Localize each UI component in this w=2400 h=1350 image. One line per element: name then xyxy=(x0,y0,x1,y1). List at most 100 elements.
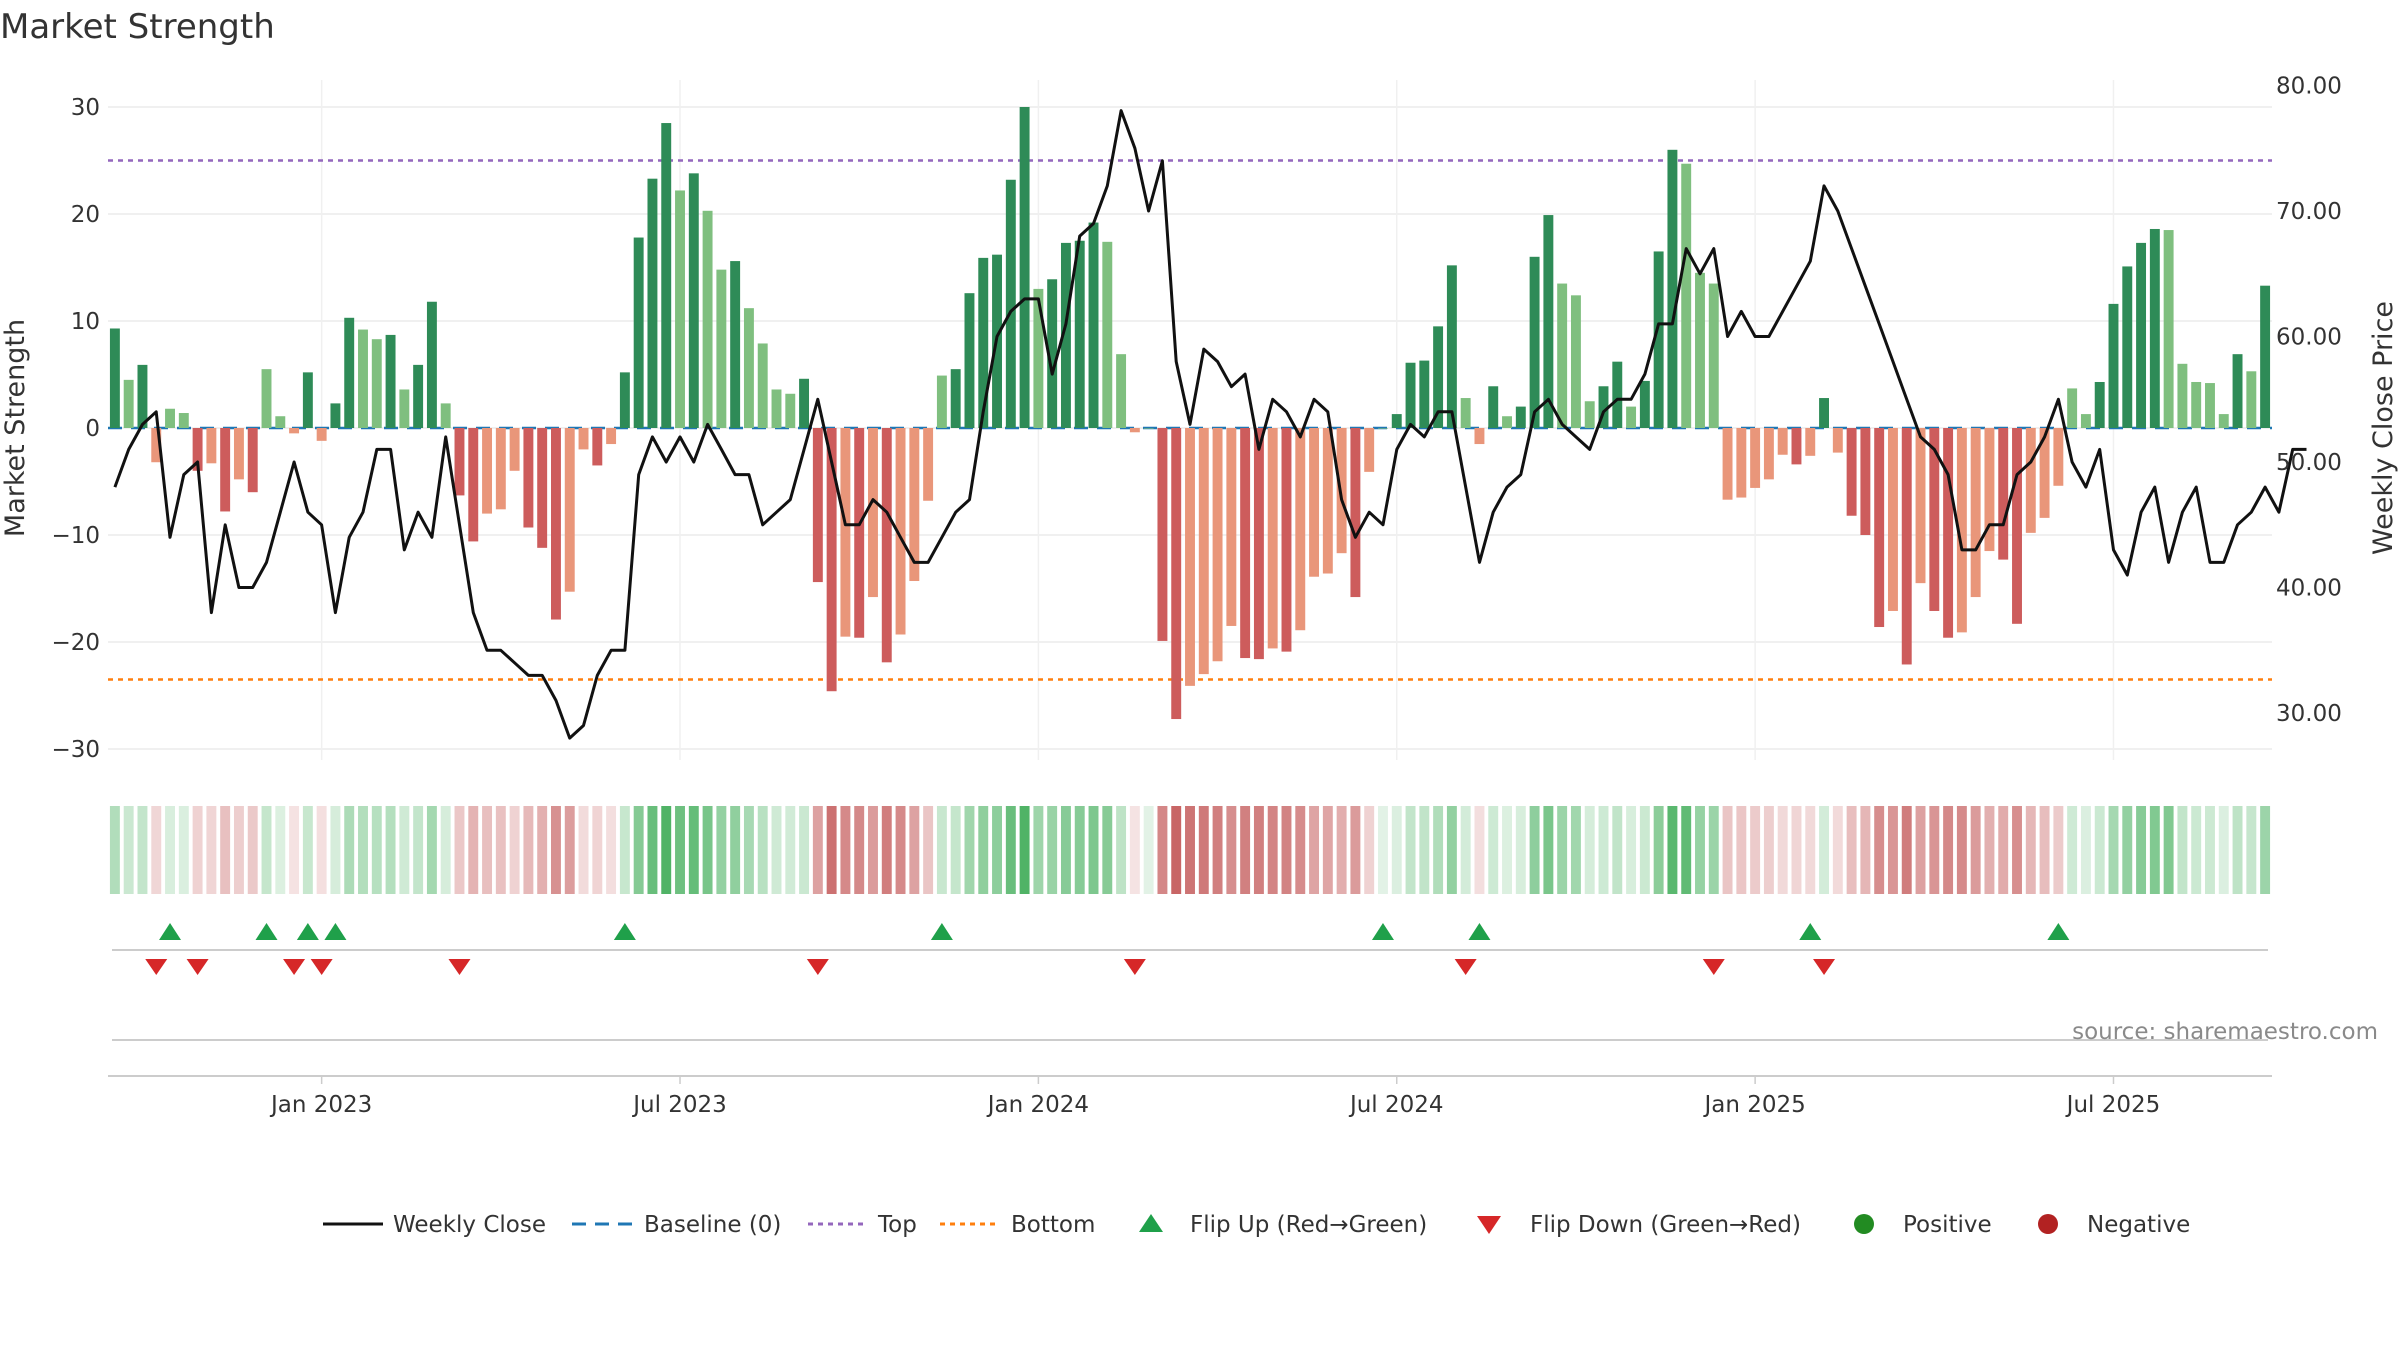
heat-cell xyxy=(757,806,768,894)
heat-cell xyxy=(509,806,520,894)
heat-cell xyxy=(2122,806,2133,894)
heat-cell xyxy=(1515,806,1526,894)
heat-cell xyxy=(1005,806,1016,894)
strength-bar xyxy=(895,428,906,635)
strength-bar xyxy=(2205,383,2215,428)
heat-cell xyxy=(1956,806,1967,894)
strength-bar xyxy=(1185,428,1195,686)
heat-cell xyxy=(2094,806,2105,894)
strength-bar xyxy=(1777,428,1788,455)
heat-cell xyxy=(619,806,630,894)
weekly-close-line-group xyxy=(113,109,2307,740)
heat-cell xyxy=(1446,806,1457,894)
strength-bar xyxy=(1129,428,1140,433)
heat-cell xyxy=(1336,806,1347,894)
strength-bar xyxy=(1350,428,1361,598)
heat-cell xyxy=(206,806,217,894)
heat-cell xyxy=(1116,806,1127,894)
strength-bar xyxy=(1088,222,1099,428)
heat-cell xyxy=(1777,806,1788,894)
strength-bar xyxy=(2039,428,2050,518)
flip-down-marker xyxy=(283,959,306,975)
strength-bar xyxy=(688,173,699,428)
strength-bar xyxy=(358,329,368,428)
heat-cell xyxy=(909,806,920,894)
strength-bar xyxy=(1846,428,1857,516)
heat-cell xyxy=(537,806,548,894)
heat-cell xyxy=(1226,806,1237,894)
strength-bar xyxy=(909,428,920,582)
x-axis: Jan 2023 Jul 2023 Jan 2024 Jul 2024 Jan 2025… xyxy=(269,1076,2160,1118)
heat-cell xyxy=(868,806,878,894)
strength-bar xyxy=(206,428,217,464)
strength-bar xyxy=(2246,371,2257,428)
heat-cell xyxy=(109,806,120,894)
left-tick-label: 20 xyxy=(71,202,100,228)
strength-bar xyxy=(771,389,782,428)
flip-up-marker xyxy=(613,923,636,940)
strength-bar xyxy=(2122,266,2133,428)
strength-bar xyxy=(482,428,493,514)
legend-flip-down-swatch xyxy=(1477,1216,1501,1234)
strength-bar xyxy=(440,403,451,428)
heat-cell xyxy=(247,806,258,894)
heat-cell xyxy=(482,806,493,894)
heat-cell xyxy=(165,806,175,894)
strength-bar xyxy=(1267,428,1278,649)
flip-up-marker xyxy=(1799,923,1822,940)
strength-bar xyxy=(661,123,672,429)
left-tick-label: −30 xyxy=(51,737,100,763)
flip-up-marker xyxy=(324,923,347,940)
heat-cell xyxy=(881,806,892,894)
strength-bar xyxy=(964,293,975,428)
heat-cell xyxy=(2191,806,2202,894)
heat-cell xyxy=(2012,806,2022,894)
strength-bar xyxy=(2094,381,2105,428)
right-tick-label: 40.00 xyxy=(2276,576,2342,602)
strength-bar xyxy=(1929,428,1940,611)
legend-label: Flip Down (Green→Red) xyxy=(1530,1212,1801,1238)
heat-cell xyxy=(1543,806,1554,894)
heat-cell xyxy=(1419,806,1430,894)
heat-cell xyxy=(964,806,975,894)
strength-bar xyxy=(950,369,961,428)
heat-cell xyxy=(275,806,286,894)
strength-bar xyxy=(2218,414,2229,428)
left-tick-label: 30 xyxy=(71,95,100,121)
heat-cell xyxy=(1681,806,1692,894)
legend-label: Bottom xyxy=(1011,1212,1095,1238)
strength-bar xyxy=(716,269,727,428)
strength-bar xyxy=(509,428,520,471)
strength-bar xyxy=(785,393,796,428)
heat-cell xyxy=(1695,806,1705,894)
strength-bar xyxy=(2108,303,2119,428)
strength-bar xyxy=(399,389,410,428)
flip-down-marker xyxy=(1454,959,1477,975)
strength-bar xyxy=(123,379,134,428)
heat-cell xyxy=(426,806,437,894)
strength-bar xyxy=(1887,428,1898,611)
strength-bar xyxy=(2067,388,2078,428)
left-tick-label: −20 xyxy=(51,630,100,656)
legend-label: Top xyxy=(877,1212,917,1238)
strength-bar xyxy=(371,339,382,428)
flip-down-marker xyxy=(1123,959,1146,975)
heat-cell xyxy=(675,806,685,894)
strength-bar xyxy=(812,428,823,583)
strength-bar xyxy=(1419,360,1430,428)
strength-bar xyxy=(233,428,244,480)
heat-cell xyxy=(647,806,658,894)
heat-cell xyxy=(344,806,355,894)
heat-cell xyxy=(771,806,782,894)
heat-cell xyxy=(1240,806,1251,894)
strength-bar xyxy=(495,428,506,510)
heat-cell xyxy=(1047,806,1058,894)
right-y-axis-label: Weekly Close Price xyxy=(2368,301,2399,555)
flip-up-marker xyxy=(296,923,319,940)
heat-cell xyxy=(606,806,617,894)
strength-bar xyxy=(1722,428,1733,500)
legend-flip-up-swatch xyxy=(1139,1214,1163,1232)
heat-cell xyxy=(523,806,534,894)
heat-cell xyxy=(1171,806,1182,894)
strength-bar xyxy=(978,257,989,428)
